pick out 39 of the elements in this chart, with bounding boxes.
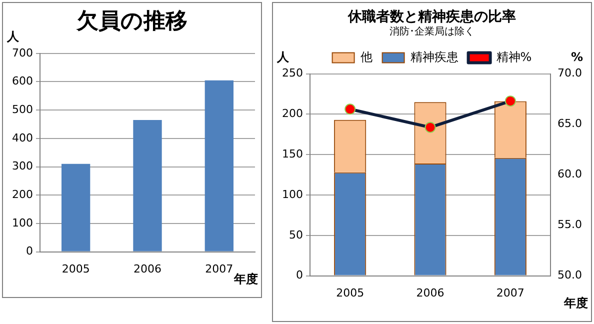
y-tick-label: 400 <box>12 131 33 144</box>
x-axis-title: 年度 <box>563 296 588 310</box>
y2-tick-label: 70.0 <box>558 66 582 80</box>
y-tick-label: 100 <box>282 188 303 201</box>
chart-title: 欠員の推移 <box>76 8 188 34</box>
bar <box>133 120 162 252</box>
y-tick-label: 200 <box>12 188 33 201</box>
y-tick-label: 0 <box>26 244 33 258</box>
y-tick-label: 300 <box>12 160 33 173</box>
x-tick-label: 2007 <box>496 286 524 300</box>
legend-label: 他 <box>360 50 372 64</box>
chart-subtitle: 消防･企業局は除く <box>390 25 474 38</box>
y2-tick-label: 50.0 <box>558 268 582 282</box>
x-tick-label: 2005 <box>62 262 90 276</box>
y-tick-label: 150 <box>282 147 303 160</box>
y-axis-title: 人 <box>276 50 290 64</box>
y-tick-label: 250 <box>282 66 303 80</box>
bar <box>204 80 234 252</box>
y2-tick-label: 55.0 <box>558 218 582 232</box>
y-tick-label: 0 <box>296 268 303 282</box>
legend-label: 精神% <box>496 50 532 64</box>
y2-axis-title: % <box>570 50 583 64</box>
x-axis-title: 年度 <box>233 272 258 286</box>
bar <box>61 164 90 252</box>
legend-label: 精神疾患 <box>410 50 458 64</box>
y-tick-label: 200 <box>282 107 303 120</box>
y2-tick-label: 65.0 <box>558 117 582 130</box>
y-axis-title: 人 <box>6 30 20 44</box>
chart-title: 休職者数と精神疾患の比率 <box>347 8 516 26</box>
y-tick-label: 100 <box>12 216 33 230</box>
x-tick-label: 2006 <box>416 286 444 300</box>
y-tick-label: 700 <box>12 46 33 60</box>
y-tick-label: 600 <box>12 74 33 88</box>
y-tick-label: 50 <box>288 228 303 242</box>
y2-tick-label: 60.0 <box>558 168 582 181</box>
y-tick-label: 500 <box>12 102 33 116</box>
x-tick-label: 2007 <box>205 262 234 276</box>
x-tick-label: 2005 <box>336 286 364 300</box>
x-tick-label: 2006 <box>134 262 162 276</box>
